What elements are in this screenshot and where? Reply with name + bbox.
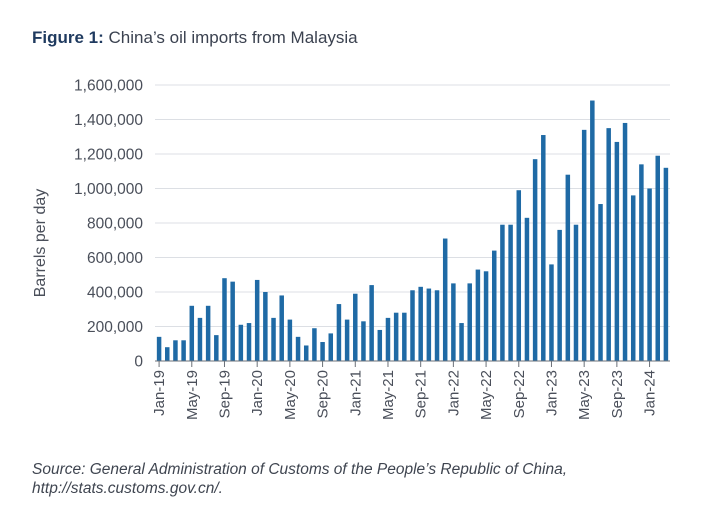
bar-may-19 — [189, 305, 195, 361]
bar-jun-21 — [393, 312, 399, 361]
x-tick-label: Jan-21 — [347, 370, 364, 416]
bar-may-21 — [385, 317, 391, 362]
x-axis-ticks: Jan-19 May-19 Sep-19 Jan-20 May-20 Sep-20 Jan-… — [151, 361, 659, 420]
y-tick-label: 1,200,000 — [74, 147, 143, 164]
bar-mar-21 — [369, 285, 374, 361]
bar-dec-20 — [344, 319, 350, 361]
bar-jun-20 — [295, 336, 301, 361]
x-tick-label: Jan-24 — [642, 370, 659, 416]
bar-nov-19 — [238, 324, 244, 361]
bar-jul-23 — [598, 204, 603, 361]
y-axis-ticks: 0 200,000 400,000 600,000 800,000 1,000,000 1,… — [74, 78, 143, 371]
bar-mar-19 — [173, 340, 178, 361]
x-tick-label: Sep-19 — [216, 370, 233, 418]
figure-title: Figure 1: China’s oil imports from Malay… — [32, 28, 358, 48]
bar-jan-19 — [156, 336, 162, 361]
bar-dec-21 — [442, 238, 448, 361]
bar-feb-22 — [459, 323, 464, 361]
bar-jan-23 — [549, 264, 554, 361]
bar-dec-23 — [639, 164, 644, 361]
bar-apr-21 — [377, 329, 383, 361]
y-tick-label: 400,000 — [87, 285, 143, 302]
x-tick-label: May-23 — [576, 370, 593, 420]
bar-jun-23 — [590, 100, 595, 361]
bar-nov-23 — [630, 195, 636, 361]
bar-jan-22 — [451, 283, 456, 362]
bar-aug-21 — [410, 290, 415, 361]
bar-chart: 0 200,000 400,000 600,000 800,000 1,000,000 1,… — [32, 78, 670, 420]
source-line-1: Source: General Administration of Custom… — [32, 461, 568, 478]
x-tick-label: Sep-23 — [609, 370, 626, 418]
x-tick-label: May-22 — [478, 370, 495, 420]
x-tick-label: May-21 — [380, 370, 397, 420]
bar-jul-22 — [500, 224, 505, 361]
bar-dec-22 — [541, 135, 546, 361]
x-tick-label: Jan-20 — [249, 370, 266, 416]
x-tick-label: May-19 — [184, 370, 201, 420]
y-tick-label: 1,600,000 — [74, 78, 143, 95]
bar-sep-23 — [614, 141, 620, 361]
bar-nov-22 — [532, 159, 538, 361]
bar-aug-19 — [214, 335, 219, 362]
y-axis-label: Barrels per day — [32, 189, 49, 298]
bar-apr-23 — [573, 224, 579, 361]
source-line-2: http://stats.customs.gov.cn/. — [32, 480, 223, 497]
bar-sep-21 — [418, 286, 423, 361]
bar-jan-20 — [254, 279, 260, 361]
figure-label: Figure 1: — [32, 28, 104, 47]
source-note: Source: General Administration of Custom… — [32, 460, 692, 498]
x-tick-label: Jan-22 — [445, 370, 462, 416]
bar-apr-22 — [475, 269, 481, 361]
bar-may-23 — [581, 129, 587, 361]
bar-may-22 — [483, 271, 489, 361]
x-tick-label: Sep-21 — [413, 370, 430, 418]
figure-title-text: China’s oil imports from Malaysia — [108, 28, 358, 47]
bar-oct-22 — [524, 217, 530, 361]
y-tick-label: 1,400,000 — [74, 112, 143, 129]
bar-may-20 — [287, 319, 293, 361]
bar-aug-23 — [606, 128, 611, 362]
y-tick-label: 200,000 — [87, 319, 143, 336]
bar-dec-19 — [246, 323, 252, 361]
bar-jan-21 — [353, 293, 358, 361]
bar-aug-22 — [508, 224, 513, 361]
bar-jun-22 — [492, 250, 497, 361]
y-tick-label: 0 — [134, 354, 143, 371]
bar-feb-20 — [263, 292, 268, 361]
bar-jan-24 — [647, 188, 652, 361]
bar-jun-19 — [197, 317, 203, 362]
bar-jul-21 — [402, 312, 407, 361]
bar-mar-22 — [467, 283, 472, 362]
bar-oct-23 — [622, 122, 628, 361]
bar-nov-20 — [336, 304, 342, 361]
bar-mar-24 — [663, 167, 669, 361]
bar-jul-19 — [205, 305, 211, 361]
bar-apr-19 — [181, 340, 186, 361]
y-tick-label: 600,000 — [87, 250, 143, 267]
bar-oct-19 — [230, 281, 235, 361]
bar-oct-21 — [426, 288, 432, 361]
bar-oct-20 — [328, 333, 334, 361]
bar-sep-20 — [320, 342, 325, 361]
bar-feb-24 — [655, 155, 660, 361]
bar-mar-20 — [271, 317, 276, 362]
x-tick-label: Sep-22 — [511, 370, 528, 418]
bar-sep-22 — [516, 190, 522, 361]
y-tick-label: 800,000 — [87, 216, 143, 233]
bar-nov-21 — [434, 290, 440, 361]
x-tick-label: Jan-19 — [151, 370, 168, 416]
bar-sep-19 — [222, 278, 227, 361]
bar-jul-20 — [303, 345, 309, 361]
x-tick-label: Sep-20 — [315, 370, 332, 418]
bar-apr-20 — [279, 295, 284, 361]
x-tick-label: May-20 — [282, 370, 299, 420]
bar-feb-23 — [557, 229, 562, 361]
bar-feb-19 — [165, 347, 170, 361]
bar-aug-20 — [312, 328, 317, 361]
bar-feb-21 — [361, 321, 366, 361]
x-tick-label: Jan-23 — [543, 370, 560, 416]
y-tick-label: 1,000,000 — [74, 181, 143, 198]
bar-mar-23 — [565, 174, 571, 361]
bars — [156, 100, 669, 362]
